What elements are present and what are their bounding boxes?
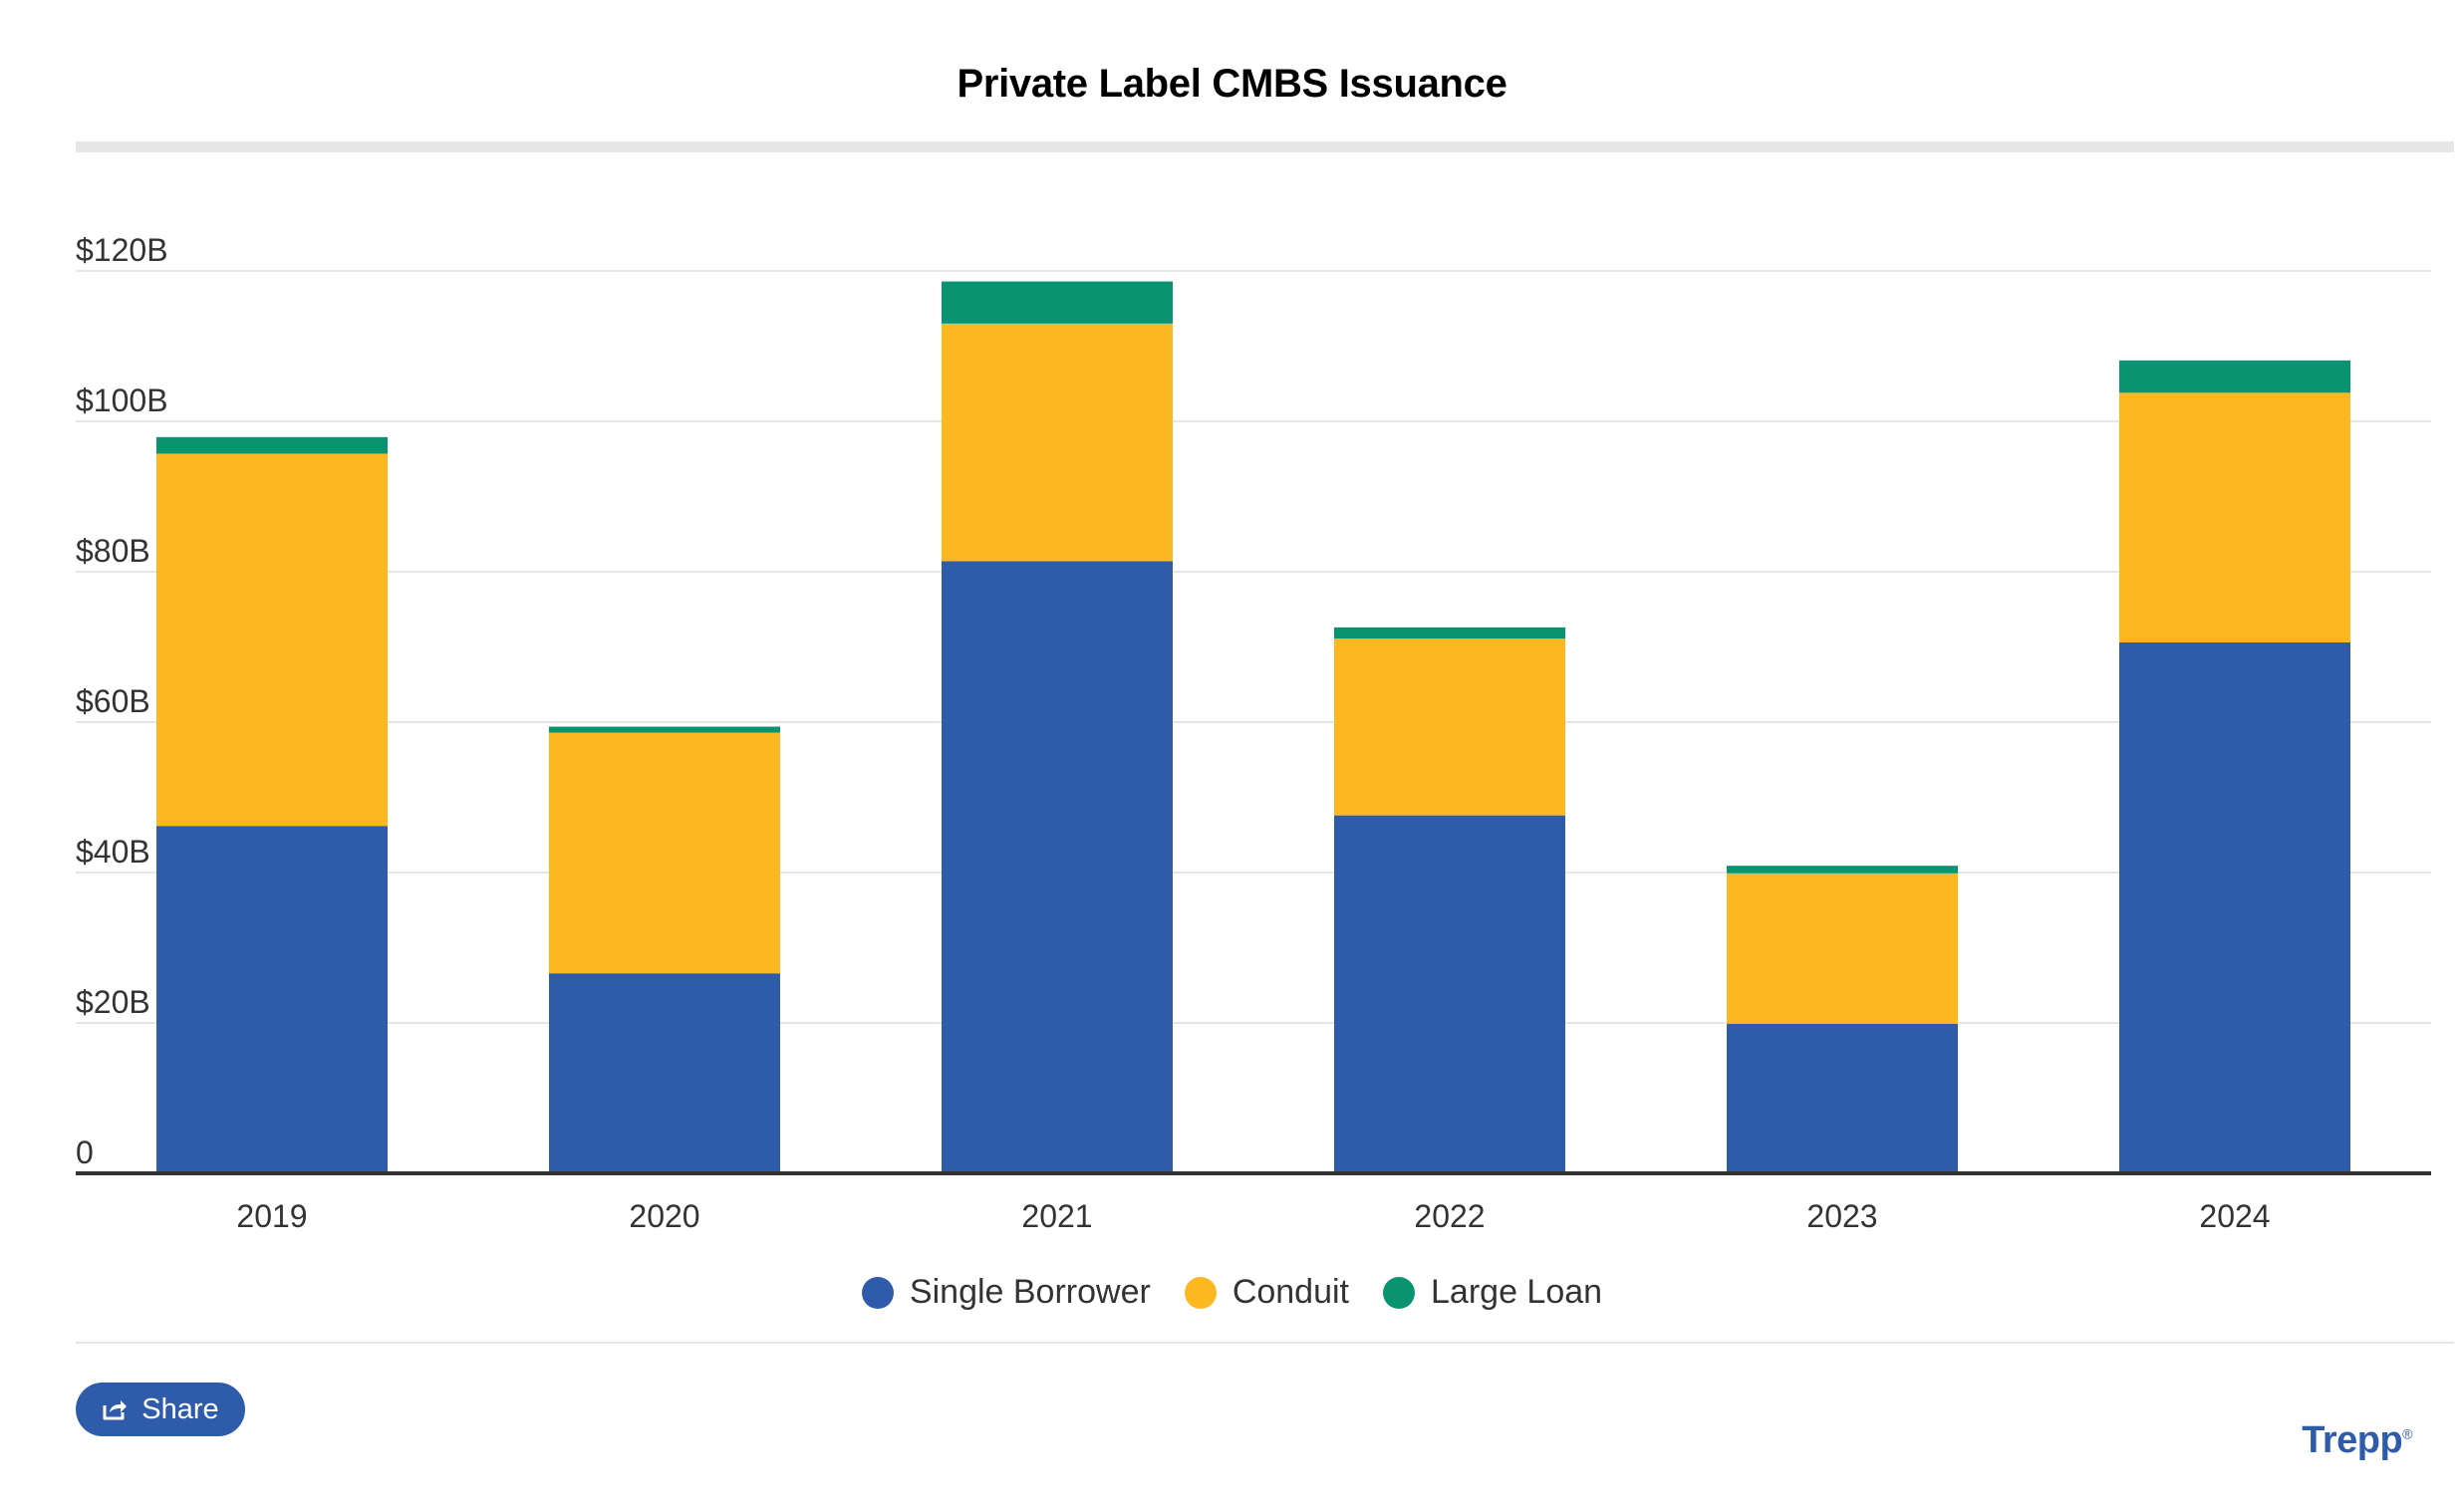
bar-single-borrower-2020[interactable] bbox=[549, 973, 780, 1173]
y-axis-ticks: 0 $20B $40B $60B $80B $100B $120B bbox=[76, 232, 168, 1170]
bar-conduit-2020[interactable] bbox=[549, 732, 780, 974]
bar-large-loan-2022[interactable] bbox=[1334, 627, 1565, 639]
x-axis-ticks: 2019 2020 2021 2022 2023 2024 bbox=[236, 1198, 2270, 1234]
brand-name: Trepp bbox=[2302, 1419, 2403, 1461]
bar-large-loan-2020[interactable] bbox=[549, 726, 780, 733]
legend-swatch-single-borrower bbox=[861, 1276, 894, 1309]
bar-large-loan-2023[interactable] bbox=[1727, 866, 1958, 874]
brand-mark: ® bbox=[2402, 1425, 2412, 1442]
bar-large-loan-2019[interactable] bbox=[156, 436, 388, 454]
bar-conduit-2024[interactable] bbox=[2119, 392, 2350, 642]
bar-single-borrower-2021[interactable] bbox=[942, 561, 1173, 1173]
share-button[interactable]: Share bbox=[76, 1383, 245, 1436]
y-tick-label: $20B bbox=[76, 984, 150, 1020]
footer-divider bbox=[76, 1342, 2454, 1344]
legend-item-conduit[interactable]: Conduit bbox=[1184, 1273, 1350, 1312]
y-tick-label: $120B bbox=[76, 232, 168, 268]
x-tick-label: 2024 bbox=[2199, 1198, 2270, 1234]
y-tick-label: $100B bbox=[76, 382, 168, 418]
x-tick-label: 2021 bbox=[1021, 1198, 1092, 1234]
bar-large-loan-2024[interactable] bbox=[2119, 360, 2350, 393]
bar-single-borrower-2023[interactable] bbox=[1727, 1023, 1958, 1173]
stacked-bar-chart: 0 $20B $40B $60B $80B $100B $120B 2019 2020 2021… bbox=[76, 232, 2431, 1234]
bar-conduit-2021[interactable] bbox=[942, 323, 1173, 562]
legend-swatch-large-loan bbox=[1383, 1276, 1416, 1309]
bar-single-borrower-2019[interactable] bbox=[156, 826, 388, 1173]
bar-single-borrower-2024[interactable] bbox=[2119, 641, 2350, 1173]
title-divider bbox=[76, 141, 2454, 152]
legend: Single Borrower Conduit Large Loan bbox=[0, 1273, 2464, 1312]
legend-label: Large Loan bbox=[1431, 1273, 1603, 1311]
chart-title: Private Label CMBS Issuance bbox=[957, 62, 1507, 106]
x-tick-label: 2023 bbox=[1806, 1198, 1877, 1234]
bar-conduit-2019[interactable] bbox=[156, 453, 388, 827]
bar-single-borrower-2022[interactable] bbox=[1334, 815, 1565, 1173]
x-tick-label: 2019 bbox=[236, 1198, 307, 1234]
y-tick-label: $80B bbox=[76, 533, 150, 569]
legend-label: Single Borrower bbox=[909, 1273, 1151, 1311]
bar-conduit-2022[interactable] bbox=[1334, 638, 1565, 816]
x-tick-label: 2020 bbox=[629, 1198, 699, 1234]
legend-label: Conduit bbox=[1232, 1273, 1350, 1311]
trepp-logo[interactable]: Trepp® bbox=[2302, 1419, 2412, 1462]
y-tick-label: $40B bbox=[76, 834, 150, 870]
bars bbox=[156, 281, 2350, 1173]
y-tick-label: $60B bbox=[76, 683, 150, 719]
legend-swatch-conduit bbox=[1184, 1276, 1217, 1309]
share-label: Share bbox=[141, 1392, 219, 1425]
legend-item-single-borrower[interactable]: Single Borrower bbox=[861, 1273, 1151, 1312]
legend-item-large-loan[interactable]: Large Loan bbox=[1383, 1273, 1602, 1312]
gridlines bbox=[76, 270, 2431, 1024]
y-tick-label: 0 bbox=[76, 1134, 94, 1170]
bar-conduit-2023[interactable] bbox=[1727, 873, 1958, 1024]
bar-large-loan-2021[interactable] bbox=[942, 281, 1173, 324]
x-tick-label: 2022 bbox=[1414, 1198, 1485, 1234]
share-icon bbox=[103, 1400, 128, 1420]
